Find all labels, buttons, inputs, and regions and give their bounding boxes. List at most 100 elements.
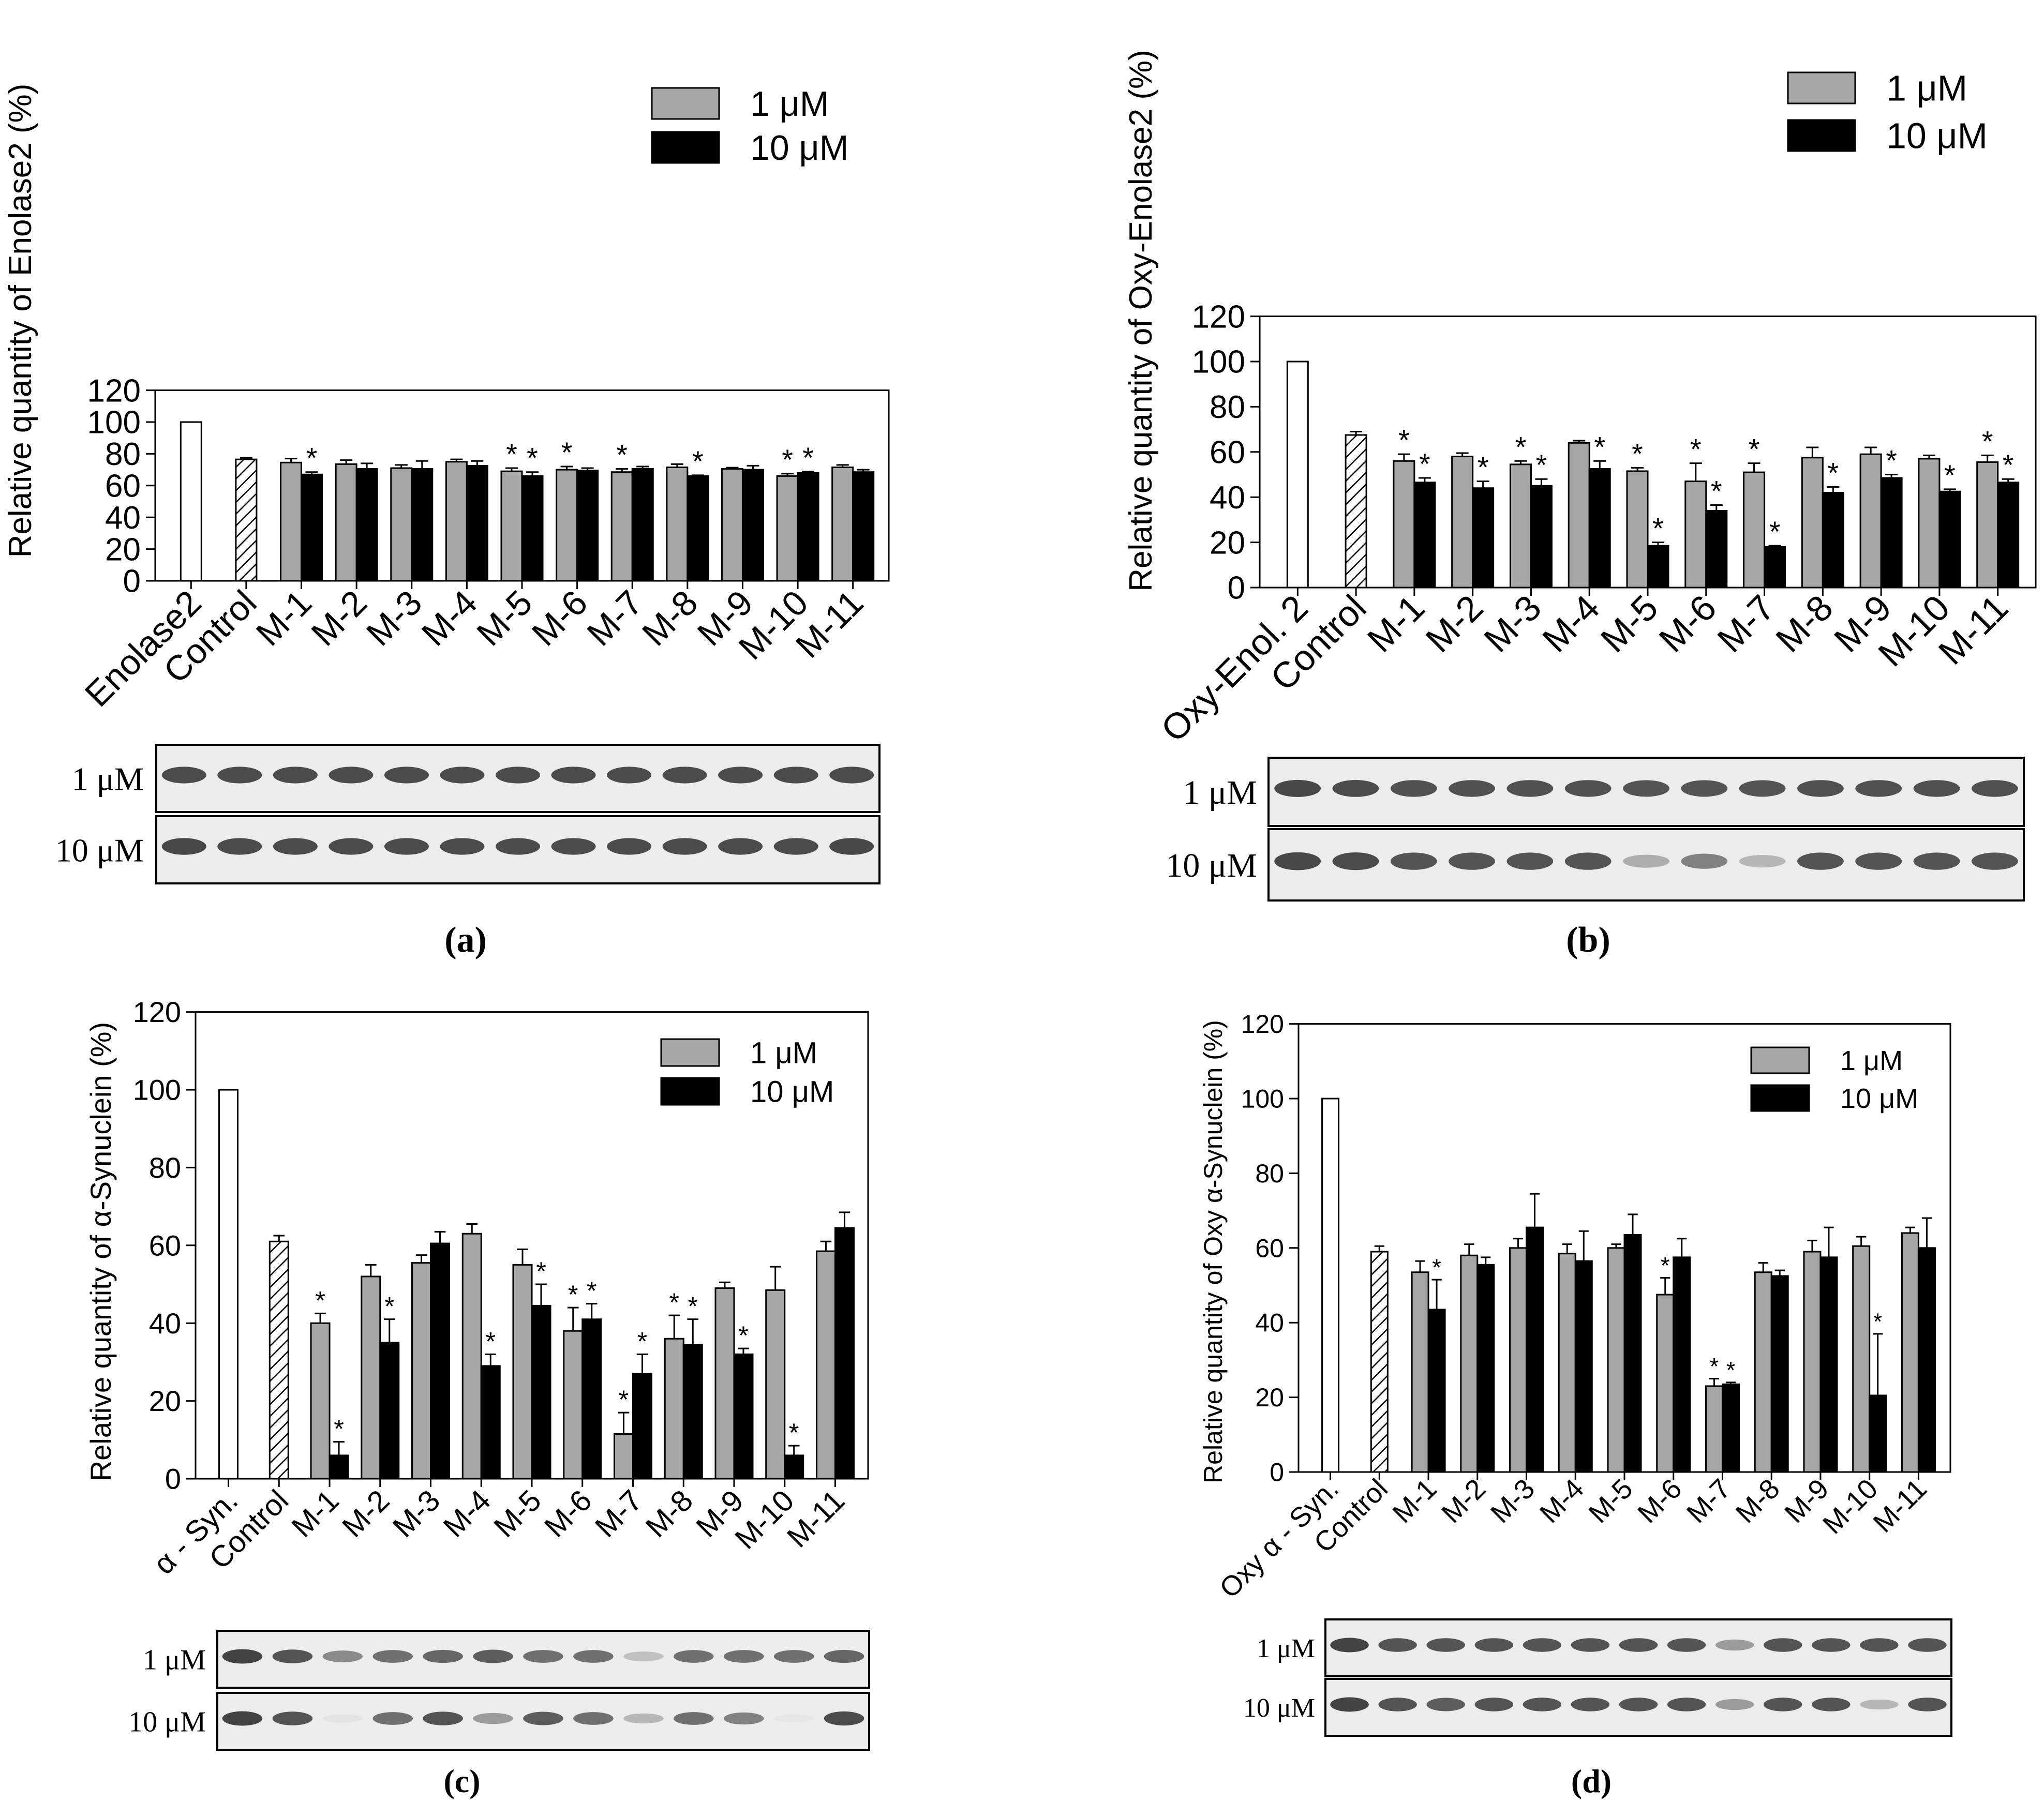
bar-10uM-M-10 (1869, 1394, 1887, 1473)
blot-band (217, 838, 262, 855)
y-tick-label: 20 (1255, 1383, 1284, 1412)
blot-band (1571, 1698, 1610, 1711)
significance-star: * (485, 1326, 496, 1356)
x-tick-label: M-5 (1593, 587, 1665, 659)
significance-star: * (1419, 447, 1430, 480)
bar-10uM-M-10 (784, 1454, 804, 1480)
blot-band (1715, 1639, 1754, 1651)
bar-1uM-M-9 (1859, 453, 1882, 589)
blot-band (623, 1651, 664, 1661)
blot-band (1681, 780, 1728, 797)
blot-band (1426, 1638, 1465, 1652)
blot-row-label: 1 μM (1257, 1634, 1315, 1663)
blot-band (222, 1649, 263, 1664)
blot-band (1378, 1638, 1417, 1652)
significance-star: * (1478, 451, 1489, 484)
blot-band (718, 838, 763, 855)
blot-band (440, 767, 485, 784)
bar-10uM-M-8 (682, 1344, 703, 1480)
blot-band (1860, 1638, 1899, 1652)
bar-10uM-M-1 (329, 1454, 349, 1480)
legend-swatch-1uM (1750, 1046, 1810, 1074)
blot-band (551, 838, 596, 855)
blot-band (1390, 852, 1437, 870)
bar-1uM-M-4 (1568, 442, 1590, 589)
significance-star: * (1769, 515, 1781, 548)
blot-band (1971, 780, 2018, 797)
bar-10uM-M-4 (1574, 1260, 1593, 1473)
chart-panel-b: 0 20 40 60 80 100 120 Relative quantity of Oxy-… (1123, 50, 2037, 960)
bar-1uM-M-10 (765, 1289, 786, 1480)
bar-1uM-M-6 (563, 1330, 584, 1480)
blot-band (1908, 1638, 1947, 1652)
bar-1uM-M-11 (1976, 461, 1999, 589)
bar-1uM-M-7 (613, 1433, 634, 1480)
bar-10uM-M-6 (1673, 1256, 1691, 1473)
blot-band (1797, 852, 1844, 870)
legend-swatch-10uM (1750, 1084, 1810, 1112)
bar-10uM-M-8 (687, 475, 709, 582)
blot-band (161, 767, 206, 784)
bar-10uM-M-3 (411, 468, 434, 582)
significance-star: * (692, 445, 704, 477)
significance-star: * (738, 1320, 749, 1350)
bar-10uM-M-11 (1997, 482, 2020, 589)
blot-band (1913, 852, 1960, 870)
blot-band (329, 838, 374, 855)
x-tick-label: M-3 (359, 583, 430, 654)
blot-band (824, 1711, 864, 1726)
bar-1uM-M-11 (831, 466, 854, 582)
bar-10uM-M-2 (1472, 487, 1495, 589)
significance-star: * (782, 443, 793, 476)
legend-swatch-1uM (651, 87, 720, 120)
blot-band (372, 1712, 413, 1725)
bar-10uM-M-11 (852, 471, 875, 582)
legend-label-1uM: 1 μM (750, 84, 829, 124)
blot-row-label: 1 μM (1183, 774, 1257, 812)
y-tick-label: 120 (1192, 299, 1245, 335)
y-tick-label: 80 (1210, 389, 1245, 425)
bar-1uM-M-7 (1743, 471, 1766, 589)
y-axis-label: Relative quantity of Oxy-Enolase2 (%) (1123, 50, 1159, 592)
bar-1uM-M-10 (1852, 1245, 1871, 1473)
x-tick-label: M-6 (1632, 1473, 1688, 1529)
panel-caption: (c) (443, 1763, 480, 1799)
y-tick-label: 0 (1228, 570, 1245, 606)
blot-band (322, 1714, 363, 1723)
y-tick-label: 20 (1210, 525, 1245, 561)
y-axis-label: Relative quantity of Oxy α-Synuclein (%) (1199, 1020, 1228, 1483)
significance-star: * (1632, 437, 1643, 470)
blot-band (384, 838, 429, 855)
blot-band (1739, 854, 1786, 868)
bar-10uM-M-1 (1413, 482, 1436, 589)
significance-star: * (561, 436, 573, 469)
y-tick-label: 100 (133, 1074, 181, 1106)
x-tick-label: M-2 (304, 583, 375, 654)
x-tick-label: M-7 (579, 583, 650, 654)
bar-1uM-M-11 (815, 1250, 836, 1480)
bar-1uM-M-6 (1684, 480, 1707, 589)
y-tick-label: 20 (105, 532, 141, 567)
x-tick-label: M-1 (285, 1483, 346, 1544)
y-tick-label: 80 (105, 437, 141, 472)
bar-10uM-M-7 (1764, 546, 1786, 589)
bar-1uM-M-4 (445, 461, 468, 582)
significance-star: * (527, 442, 538, 474)
legend-label-1uM: 1 μM (750, 1036, 817, 1070)
y-tick-label: 120 (1241, 1010, 1284, 1039)
bar-1uM-M-1 (1393, 460, 1415, 589)
blot-band (1523, 1638, 1562, 1652)
significance-star: * (2003, 448, 2014, 481)
bar-1uM-M-5 (500, 470, 523, 582)
x-tick-label: M-4 (1534, 1473, 1590, 1529)
x-tick-label: M-3 (386, 1483, 447, 1544)
bar-10uM-M-3 (1530, 485, 1553, 589)
blot-band (1619, 1638, 1658, 1652)
blot-band (273, 838, 318, 855)
significance-star: * (334, 1414, 344, 1444)
bar-1uM-M-11 (1901, 1232, 1919, 1473)
bar-10uM-M-3 (430, 1242, 451, 1480)
legend: 1 μM 10 μM (660, 1036, 834, 1108)
blot-band (1764, 1698, 1802, 1711)
y-tick-label: 120 (133, 996, 181, 1028)
